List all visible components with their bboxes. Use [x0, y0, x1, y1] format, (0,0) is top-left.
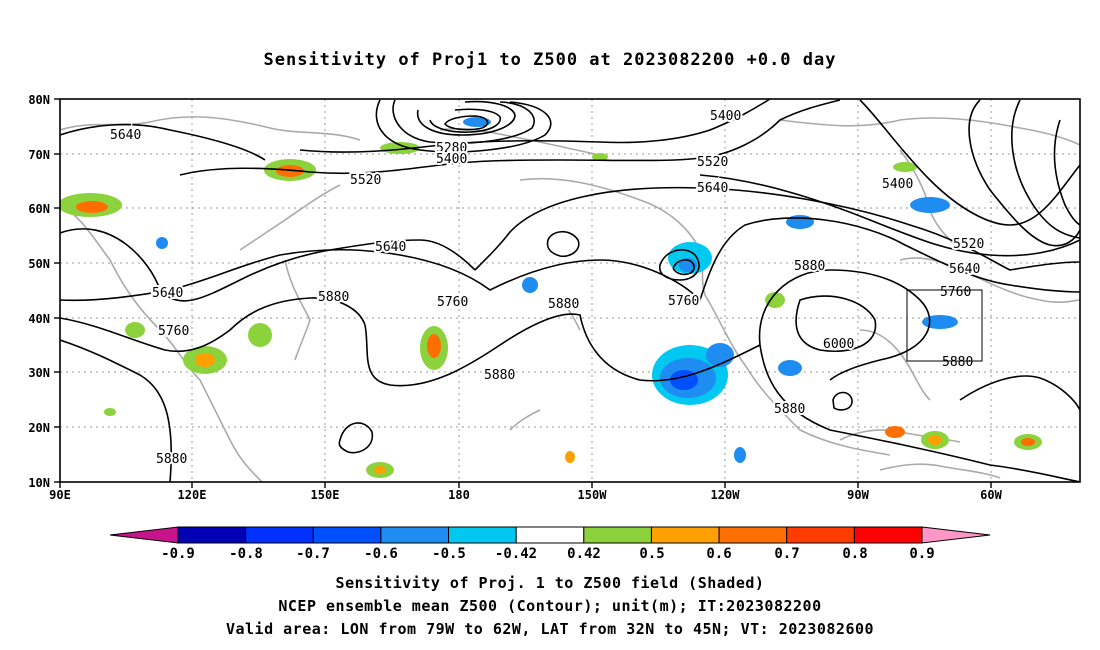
colorbar-box — [650, 526, 720, 544]
plot-frame — [59, 98, 1081, 483]
lat-label: 80N — [28, 93, 50, 107]
colorbar: -0.9 -0.8 -0.7 -0.6 -0.5 -0.42 0.42 0.5 … — [109, 526, 991, 562]
lat-label: 40N — [28, 312, 50, 326]
contour-label: 5880 — [942, 355, 973, 370]
lat-label: 30N — [28, 366, 50, 380]
colorbar-box — [853, 526, 923, 544]
contour-label: 5880 — [484, 368, 515, 383]
colorbar-label: 0.7 — [774, 546, 799, 562]
lat-label: 20N — [28, 421, 50, 435]
lat-label: 70N — [28, 148, 50, 162]
lon-label: 90E — [49, 488, 71, 502]
lat-label: 60N — [28, 202, 50, 216]
longitude-labels: 90E 120E 150E 180 150W 120W 90W 60W — [49, 488, 1002, 502]
colorbar-label: -0.9 — [161, 546, 195, 562]
colorbar-label: 0.8 — [842, 546, 867, 562]
colorbar-box — [448, 526, 517, 544]
valid-area-box — [906, 289, 983, 362]
lon-label: 150W — [578, 488, 608, 502]
contour-label: 5640 — [375, 240, 406, 255]
z500-contours — [60, 99, 1080, 482]
colorbar-box — [718, 526, 788, 544]
contour-label: 5640 — [697, 181, 728, 196]
colorbar-box — [312, 526, 382, 544]
footer-valid-area-caption: Valid area: LON from 79W to 62W, LAT fro… — [225, 620, 875, 638]
contour-label: 5520 — [350, 173, 381, 188]
colorbar-box — [515, 526, 585, 544]
contour-label: 5880 — [318, 290, 349, 305]
colorbar-box — [245, 526, 314, 544]
contour-label: 5400 — [882, 177, 913, 192]
contour-label: 5880 — [794, 259, 825, 274]
colorbar-label: -0.5 — [432, 546, 466, 562]
colorbar-box — [177, 526, 247, 544]
latitude-labels: 80N 70N 60N 50N 40N 30N 20N 10N — [28, 93, 50, 490]
colorbar-label: -0.42 — [495, 546, 537, 562]
contour-label: 5880 — [156, 452, 187, 467]
contour-label: 5760 — [158, 324, 189, 339]
contour-label: 5280 — [436, 141, 467, 156]
lat-label: 10N — [28, 476, 50, 490]
footer-shading-caption: Sensitivity of Proj. 1 to Z500 field (Sh… — [335, 574, 765, 592]
lon-label: 120E — [178, 488, 207, 502]
lon-label: 150E — [311, 488, 340, 502]
contour-label: 5880 — [774, 402, 805, 417]
colorbar-label: -0.8 — [229, 546, 263, 562]
contour-label: 5760 — [668, 294, 699, 309]
contour-label: 5760 — [940, 285, 971, 300]
axis-ticks — [54, 98, 992, 488]
colorbar-box — [583, 526, 652, 544]
contour-label: 5760 — [437, 295, 468, 310]
contour-label: 5640 — [110, 128, 141, 143]
lat-label: 50N — [28, 257, 50, 271]
lon-label: 60W — [980, 488, 1002, 502]
contour-label: 5520 — [953, 237, 984, 252]
map-title: Sensitivity of Proj1 to Z500 at 20230822… — [263, 50, 837, 70]
contour-labels: 5640 5280 5400 5520 5400 5520 5640 5400 … — [108, 107, 986, 469]
contour-label: 5640 — [152, 286, 183, 301]
contour-label: 6000 — [823, 337, 854, 352]
footer-contour-caption: NCEP ensemble mean Z500 (Contour); unit(… — [278, 597, 822, 615]
contour-label: 5400 — [710, 109, 741, 124]
contour-label: 5880 — [548, 297, 579, 312]
colorbar-box — [786, 526, 855, 544]
contour-label: 5640 — [949, 262, 980, 277]
lon-label: 120W — [711, 488, 741, 502]
colorbar-label: -0.6 — [364, 546, 398, 562]
colorbar-label: 0.42 — [567, 546, 601, 562]
contour-label: 5400 — [436, 152, 467, 167]
colorbar-label: 0.9 — [909, 546, 934, 562]
colorbar-box — [380, 526, 450, 544]
contour-label: 5520 — [697, 155, 728, 170]
colorbar-label: 0.6 — [706, 546, 731, 562]
colorbar-low-extension — [109, 526, 179, 544]
lon-label: 180 — [448, 488, 470, 502]
colorbar-label: -0.7 — [296, 546, 330, 562]
colorbar-high-extension — [921, 526, 991, 544]
colorbar-label: 0.5 — [639, 546, 664, 562]
lon-label: 90W — [847, 488, 869, 502]
